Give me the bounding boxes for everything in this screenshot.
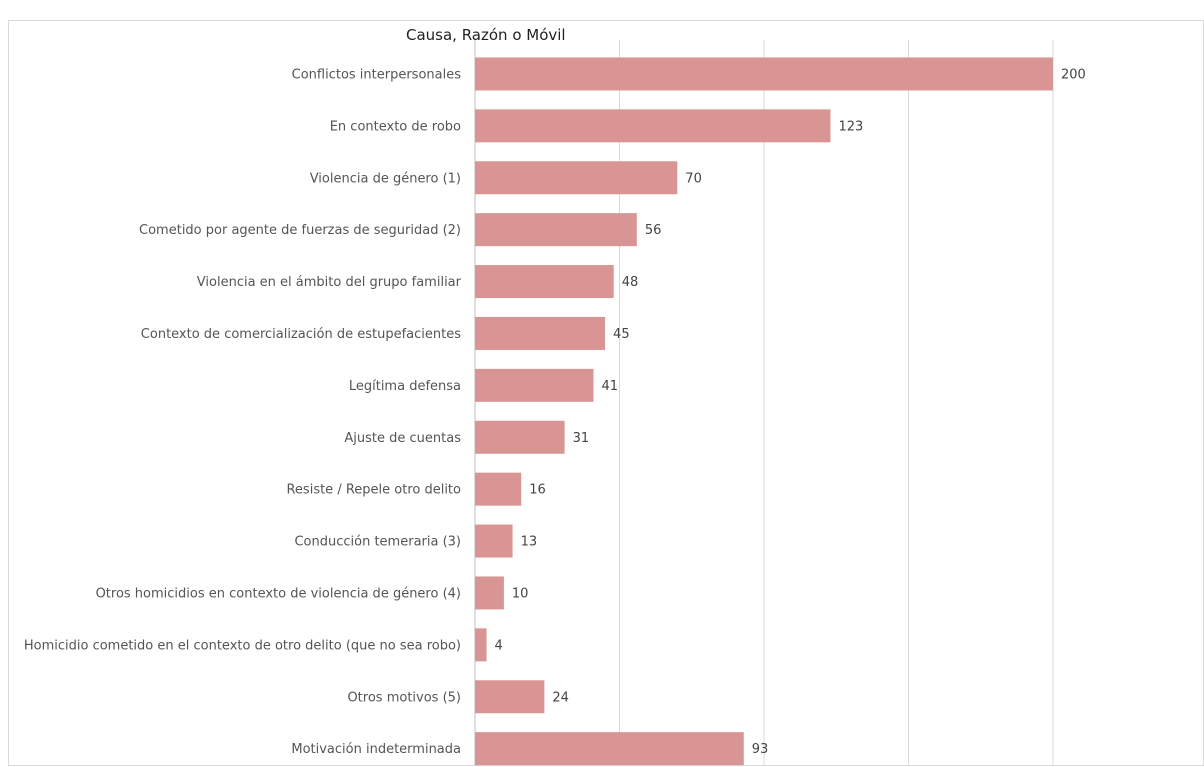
bars	[475, 57, 1053, 766]
value-label: 4	[495, 638, 503, 653]
value-label: 48	[622, 275, 639, 290]
bar	[475, 680, 545, 714]
category-label: Violencia de género (1)	[310, 171, 461, 186]
value-label: 31	[573, 431, 590, 446]
category-label: Otros homicidios en contexto de violenci…	[96, 586, 461, 601]
category-label: Legítima defensa	[349, 379, 461, 394]
category-label: Violencia en el ámbito del grupo familia…	[197, 275, 462, 290]
value-label: 10	[512, 586, 529, 601]
category-label: En contexto de robo	[330, 119, 461, 134]
value-label: 13	[521, 535, 538, 550]
bar	[475, 732, 744, 766]
bar	[475, 213, 637, 247]
bar	[475, 420, 565, 454]
category-label: Ajuste de cuentas	[344, 431, 461, 446]
category-label: Cometido por agente de fuerzas de seguri…	[139, 223, 461, 238]
category-label: Contexto de comercialización de estupefa…	[141, 327, 461, 342]
bar	[475, 57, 1053, 91]
value-label: 200	[1061, 67, 1086, 82]
axis-title: Causa, Razón o Móvil	[406, 26, 566, 44]
bar	[475, 628, 487, 662]
value-label: 41	[601, 379, 618, 394]
bar	[475, 368, 594, 402]
bar	[475, 576, 504, 610]
category-label: Conflictos interpersonales	[292, 67, 462, 82]
category-label: Resiste / Repele otro delito	[286, 483, 461, 498]
category-labels: Conflictos interpersonales En contexto de…	[24, 67, 462, 757]
bar	[475, 265, 614, 299]
value-labels: 200 123 70 56 48 45 41 31 16 13 10 4 24 93	[495, 67, 1086, 757]
value-label: 56	[645, 223, 662, 238]
bar	[475, 524, 513, 558]
category-label: Conducción temeraria (3)	[294, 535, 461, 550]
value-label: 123	[838, 119, 863, 134]
category-label: Motivación indeterminada	[291, 742, 461, 757]
value-label: 24	[552, 690, 569, 705]
value-label: 16	[529, 483, 546, 498]
category-label: Homicidio cometido en el contexto de otr…	[24, 638, 461, 653]
value-label: 70	[685, 171, 702, 186]
bar	[475, 316, 606, 350]
bar	[475, 472, 522, 506]
bar	[475, 109, 831, 143]
value-label: 45	[613, 327, 630, 342]
value-label: 93	[752, 742, 769, 757]
category-label: Otros motivos (5)	[347, 690, 461, 705]
bar	[475, 161, 678, 195]
